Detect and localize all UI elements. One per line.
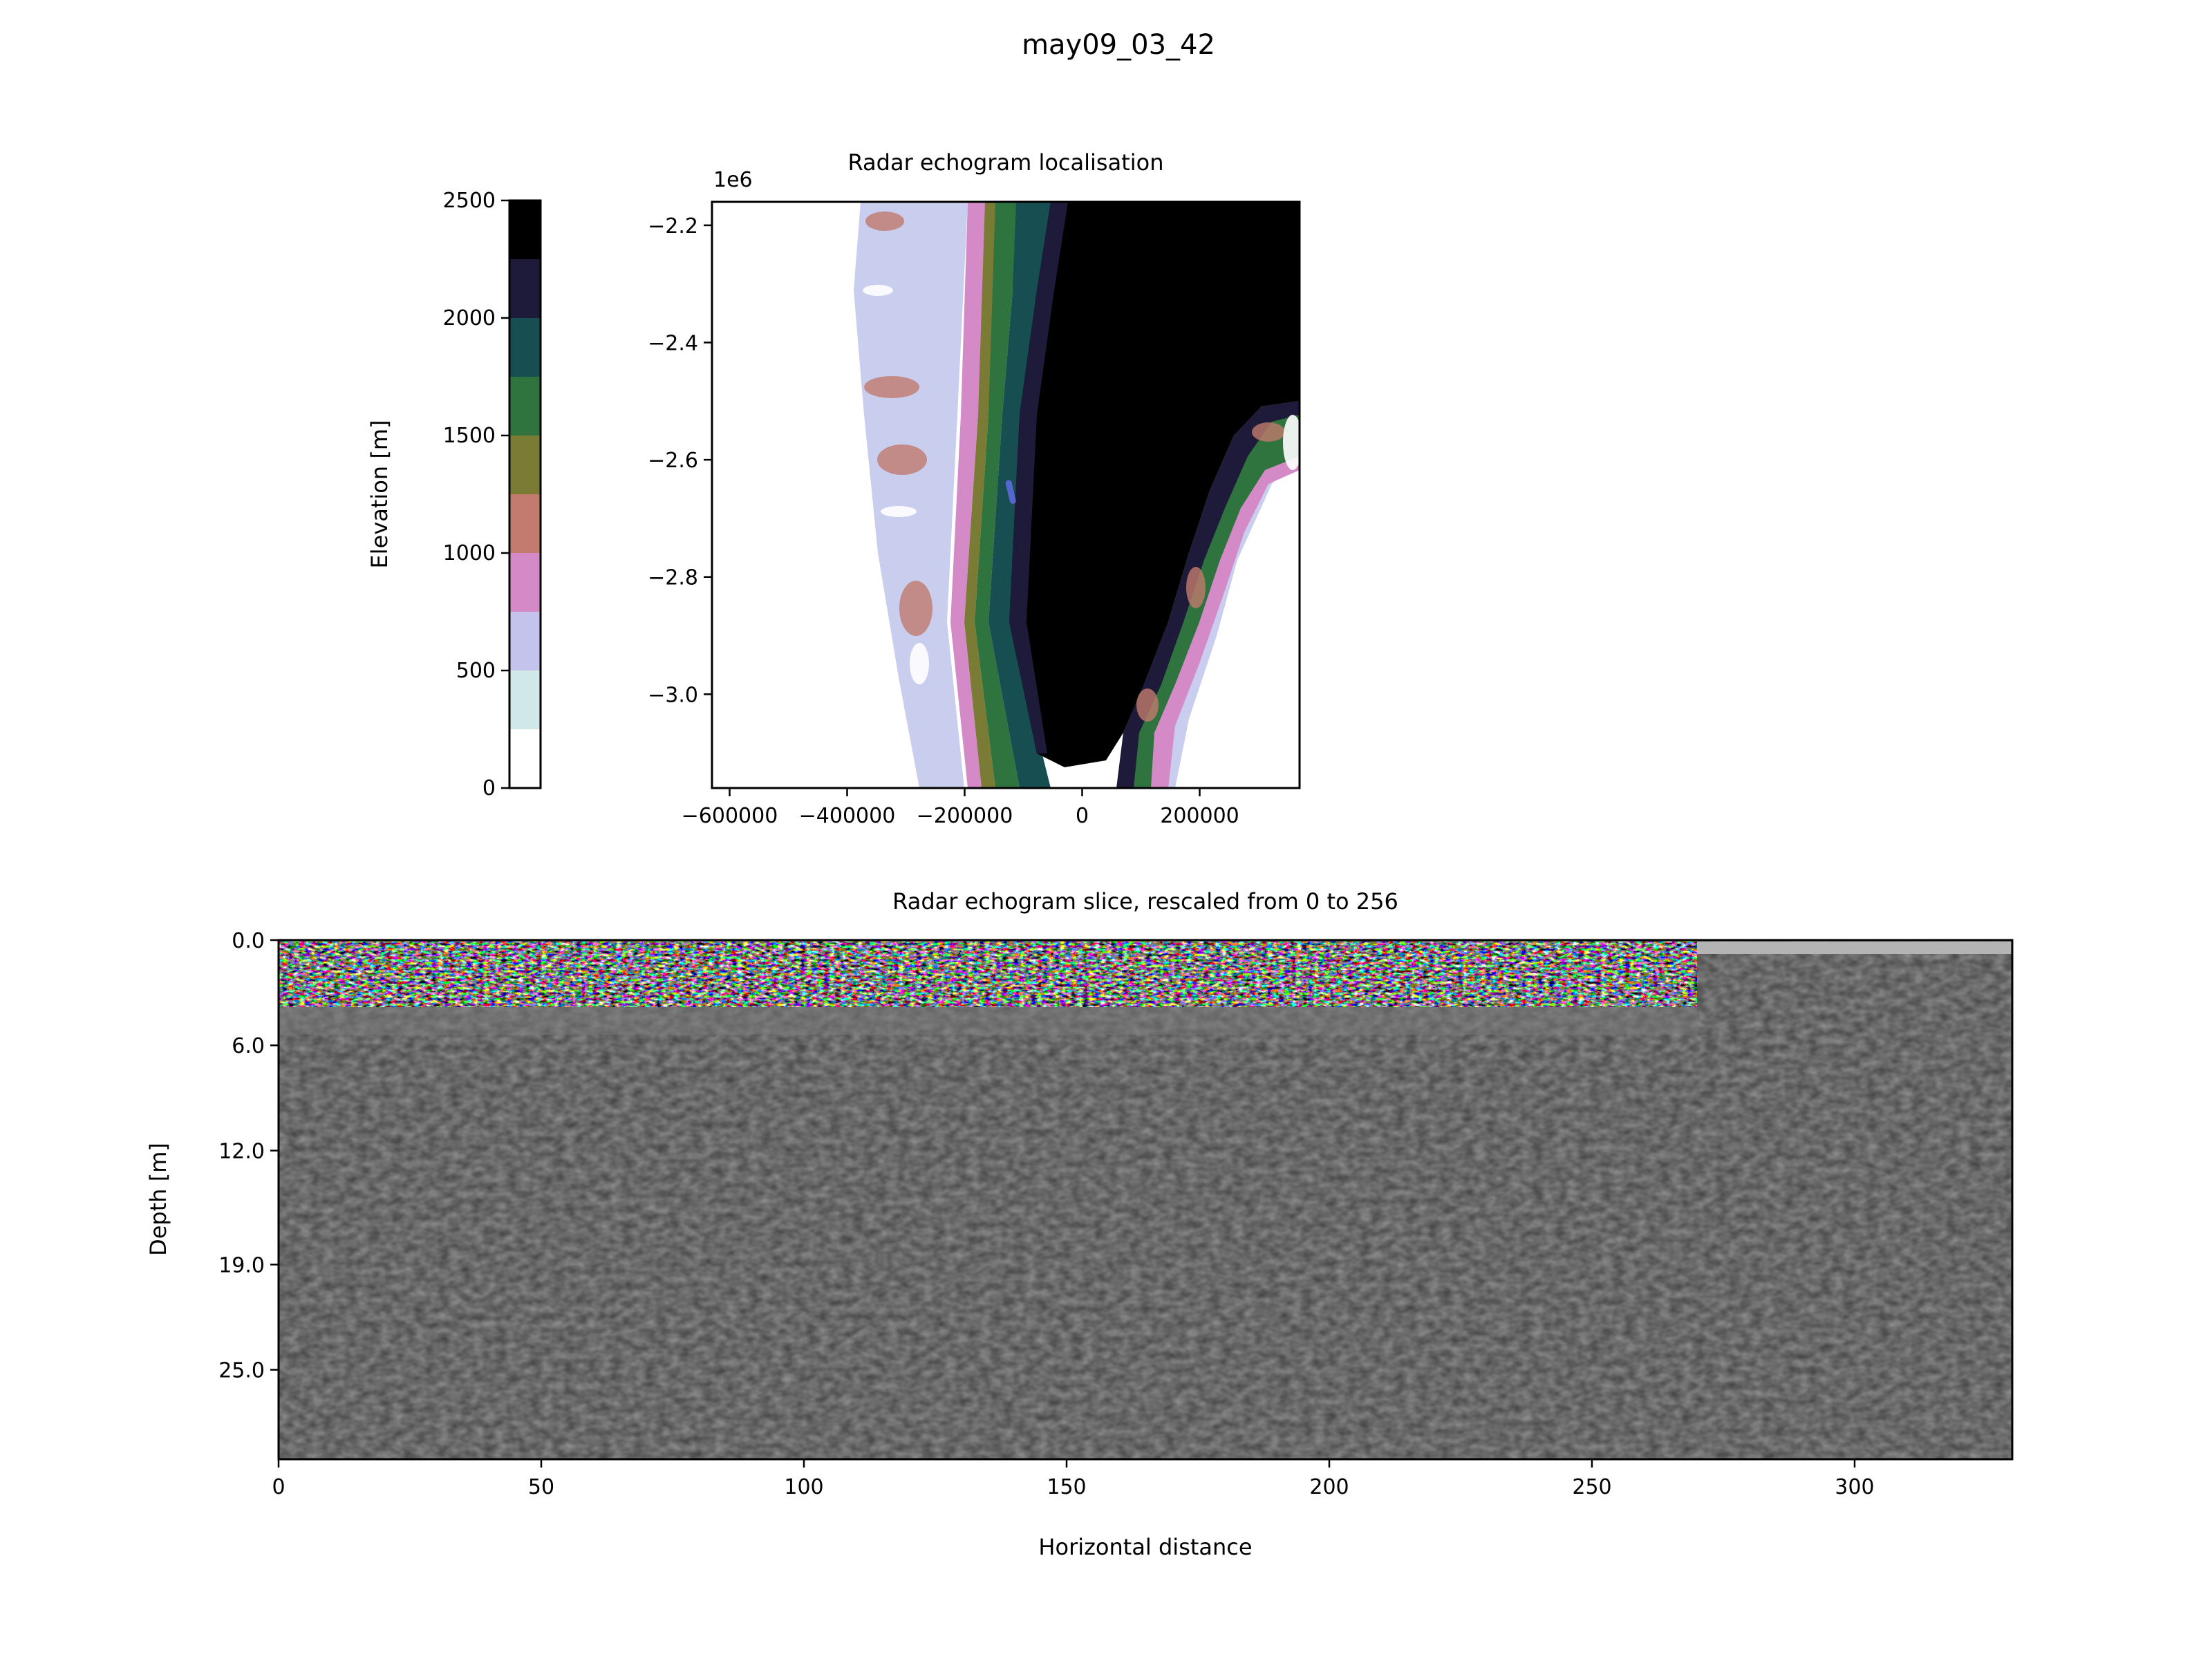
map-y-tick-label: −2.6: [648, 449, 698, 473]
echogram-x-tick-label: 50: [528, 1475, 554, 1499]
map-x-ticks: −600000 −400000 −200000 0 200000: [682, 788, 1239, 828]
echogram-ylabel: Depth [m]: [145, 1143, 171, 1256]
colorbar-tick-label: 0: [482, 776, 496, 800]
map-frame: [711, 200, 1301, 789]
colorbar-bin: [509, 729, 541, 788]
echogram-surface-reflector: [279, 941, 1697, 1007]
colorbar-bin: [509, 612, 541, 671]
echogram-y-tick-label: 25.0: [218, 1359, 265, 1383]
echogram-y-tick-label: 6.0: [232, 1034, 265, 1058]
echogram-x-tick-label: 250: [1572, 1475, 1611, 1499]
map-band-teal-west: [988, 202, 1054, 788]
echogram-x-ticks: 0 50 100 150 200 250 300: [272, 1459, 1875, 1499]
colorbar-ticks: 0 500 1000 1500 2000 2500: [443, 189, 509, 800]
map-interior: [1009, 202, 1300, 767]
map-title: Radar echogram localisation: [848, 149, 1164, 176]
map-coast-texture: [864, 212, 1285, 722]
map-band-green-east: [1134, 408, 1300, 788]
map-offset-text: 1e6: [713, 168, 753, 192]
colorbar-bin: [509, 200, 541, 259]
map-image: [712, 202, 1300, 788]
colorbar-bin: [509, 671, 541, 729]
elevation-colorbar: 0 500 1000 1500 2000 2500 Elevation [m]: [366, 189, 542, 800]
colorbar-bin: [509, 318, 541, 377]
map-coast-texture-light: [863, 285, 1300, 684]
map-band-pink-east: [1147, 409, 1300, 788]
map-band-green-west: [975, 202, 1020, 788]
colorbar-bins: [509, 200, 541, 788]
map-y-tick-label: −2.2: [648, 214, 698, 238]
map-y-ticks: −2.2 −2.4 −2.6 −2.8 −3.0: [648, 214, 712, 707]
map-y-tick-label: −3.0: [648, 683, 698, 707]
colorbar-tick-label: 500: [456, 659, 496, 683]
map-x-tick-label: 200000: [1160, 804, 1239, 828]
map-band-pink-west: [950, 202, 988, 788]
map-x-tick-label: −400000: [799, 804, 896, 828]
map-x-tick-label: 0: [1076, 804, 1089, 828]
echogram-x-tick-label: 150: [1047, 1475, 1086, 1499]
map-y-tick-label: −2.8: [648, 566, 698, 590]
echogram-xlabel: Horizontal distance: [1038, 1534, 1252, 1560]
echogram-title: Radar echogram slice, rescaled from 0 to…: [892, 888, 1398, 915]
echogram-x-tick-label: 100: [784, 1475, 823, 1499]
colorbar-bin: [509, 435, 541, 494]
echogram-frame: [277, 939, 2014, 1461]
echogram-x-tick-label: 300: [1835, 1475, 1874, 1499]
map-band-navy-west: [1009, 202, 1068, 753]
colorbar-bin: [509, 553, 541, 612]
map-x-tick-label: −200000: [917, 804, 1013, 828]
colorbar-bin: [509, 259, 541, 318]
echogram-panel: Radar echogram slice, rescaled from 0 to…: [145, 888, 2014, 1560]
echogram-right-surface: [1697, 941, 2012, 954]
echogram-y-tick-label: 19.0: [218, 1253, 265, 1277]
echogram-x-tick-label: 0: [272, 1475, 285, 1499]
localisation-map: Radar echogram localisation 1e6: [648, 149, 1301, 828]
echogram-y-tick-label: 12.0: [218, 1139, 265, 1163]
colorbar-tick-label: 2000: [443, 306, 496, 330]
radar-track: [1005, 480, 1016, 504]
colorbar-tick-label: 2500: [443, 189, 496, 213]
colorbar-label: Elevation [m]: [366, 420, 393, 569]
colorbar-frame: [508, 199, 542, 789]
echogram-x-tick-label: 200: [1309, 1475, 1349, 1499]
colorbar-tick-label: 1000: [443, 541, 496, 565]
colorbar-tick-label: 1500: [443, 424, 496, 448]
echogram-reflector-fade: [279, 1007, 1697, 1035]
map-zone-coast-west: [854, 202, 968, 788]
map-y-tick-label: −2.4: [648, 332, 698, 356]
echogram-y-tick-label: 0.0: [232, 929, 265, 953]
colorbar-bin: [509, 377, 541, 435]
colorbar-bin: [509, 494, 541, 553]
echogram-y-ticks: 0.0 6.0 12.0 19.0 25.0: [218, 929, 279, 1383]
echogram-image: [279, 940, 2012, 1459]
map-x-tick-label: −600000: [682, 804, 778, 828]
map-band-navy-east: [1116, 401, 1300, 788]
map-band-olive-west: [964, 202, 999, 788]
figure-title: may09_03_42: [1022, 29, 1215, 61]
